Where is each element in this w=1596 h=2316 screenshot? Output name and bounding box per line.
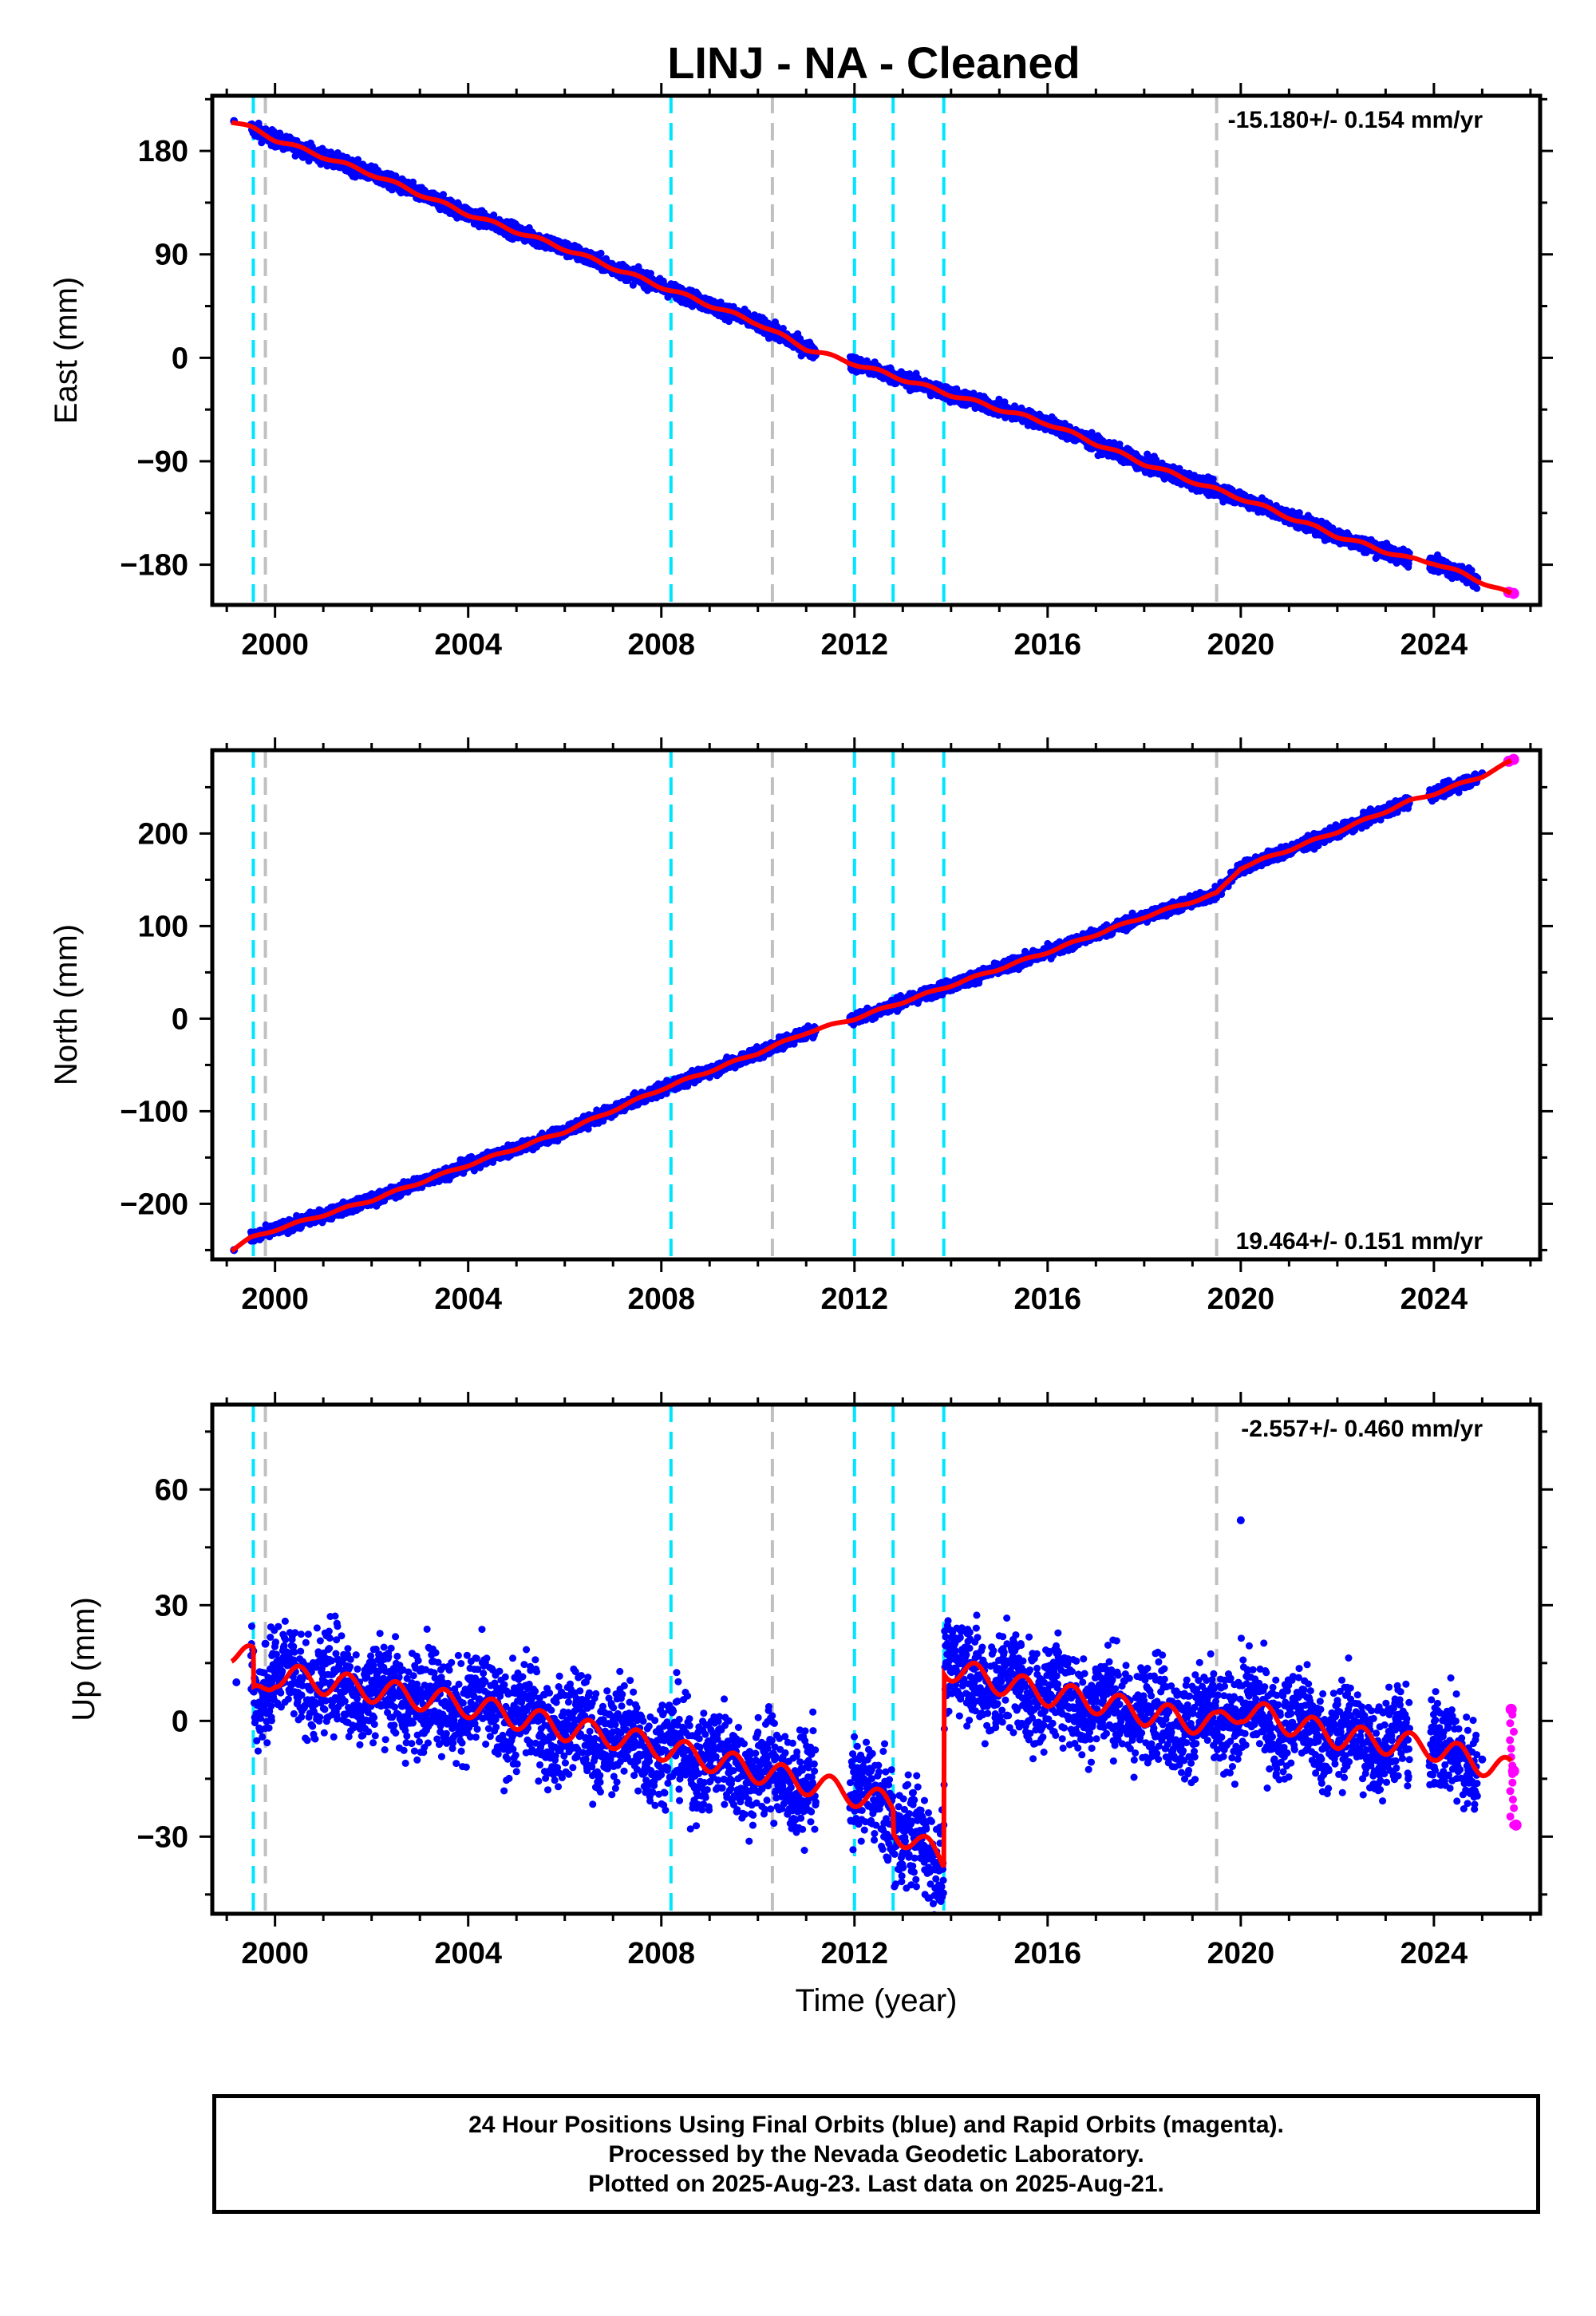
y-tick-label: 100: [138, 910, 188, 943]
x-tick-label: 2012: [820, 1937, 888, 1970]
x-tick-label: 2024: [1400, 1282, 1468, 1316]
y-axis-label: Up (mm): [66, 1597, 101, 1721]
final-orbit-point: [560, 1728, 569, 1737]
rapid-orbit-point: [1507, 1745, 1515, 1753]
y-tick-label: 0: [172, 1002, 188, 1036]
x-tick-label: 2016: [1014, 628, 1082, 662]
final-orbit-point: [1429, 566, 1438, 575]
plot-frame: [210, 1402, 1543, 1916]
rapid-orbit-point: [1510, 1804, 1519, 1812]
rapid-orbit-point: [1508, 1795, 1517, 1804]
x-tick-label: 2020: [1207, 1937, 1275, 1970]
x-axis-label: Time (year): [796, 1983, 958, 2018]
final-orbit-point: [1429, 1763, 1438, 1772]
final-orbit-point: [512, 1709, 521, 1717]
x-tick-label: 2008: [627, 1282, 695, 1316]
y-tick-label: 30: [155, 1589, 188, 1622]
rapid-orbit-point: [1506, 1719, 1515, 1728]
y-tick-label: 90: [155, 239, 188, 272]
final-orbit-point: [1236, 1516, 1245, 1524]
velocity-rate-label: 19.464+/- 0.151 mm/yr: [1236, 1228, 1483, 1255]
rapid-orbit-point: [1506, 1736, 1515, 1745]
x-tick-label: 2016: [1014, 1937, 1082, 1970]
rapid-orbit-point: [1506, 1812, 1515, 1821]
y-tick-label: 200: [138, 817, 188, 851]
x-tick-label: 2000: [241, 1937, 309, 1970]
x-tick-label: 2004: [434, 1937, 502, 1970]
x-tick-label: 2024: [1400, 1937, 1468, 1970]
rapid-orbit-point: [1509, 1727, 1518, 1736]
y-tick-label: 0: [172, 342, 188, 375]
y-tick-label: −30: [137, 1820, 188, 1854]
up-panel: 2000 2004 2008 2012 2016 2020 2024 −30 0 30 60 Up (…: [66, 1392, 1553, 2018]
final-orbit-point: [942, 1658, 950, 1667]
plot-frame: [210, 93, 1543, 607]
final-orbit-point: [1140, 1705, 1148, 1713]
x-tick-label: 2012: [820, 1282, 888, 1316]
rapid-orbit-point: [1506, 1787, 1515, 1796]
rapid-orbit-point: [1508, 1770, 1517, 1779]
x-tick-label: 2000: [241, 1282, 309, 1316]
final-orbit-point: [609, 1736, 618, 1745]
final-orbit-point: [1478, 1755, 1487, 1764]
final-orbit-point: [1333, 1728, 1341, 1737]
final-orbit-point: [899, 1863, 907, 1871]
model-fit-line: [230, 1643, 1514, 1868]
velocity-rate-label: -2.557+/- 0.460 mm/yr: [1241, 1416, 1483, 1442]
x-tick-label: 2008: [627, 628, 695, 662]
plot-area: [230, 1405, 1522, 1914]
x-tick-label: 2024: [1400, 628, 1468, 662]
final-orbit-point: [1092, 1690, 1100, 1698]
y-tick-label: 0: [172, 1705, 188, 1738]
rapid-orbit-point: [1508, 1761, 1517, 1770]
final-orbit-point: [464, 1705, 472, 1713]
final-orbit-point: [1261, 1717, 1270, 1725]
x-tick-label: 2020: [1207, 1282, 1275, 1316]
x-tick-label: 2000: [241, 628, 309, 662]
rapid-orbit-point: [1508, 1710, 1517, 1719]
y-tick-label: −180: [120, 549, 188, 583]
plot-frame: [210, 748, 1543, 1262]
model-fit-line: [231, 120, 1513, 595]
east-panel: 2000 2004 2008 2012 2016 2020 2024 −180 −90 0 90 18…: [49, 83, 1553, 662]
final-orbit-point: [416, 1686, 425, 1694]
final-orbit-point: [319, 1670, 328, 1679]
footer-line-orbits: 24 Hour Positions Using Final Orbits (bl…: [468, 2111, 1284, 2138]
rapid-orbit-point: [1508, 1778, 1517, 1787]
rapid-orbit-point: [1509, 1820, 1518, 1829]
plot-area: [230, 96, 1519, 605]
y-tick-label: −90: [137, 445, 188, 479]
y-tick-label: −100: [120, 1095, 188, 1128]
x-tick-label: 2016: [1014, 1282, 1082, 1316]
footer-line-plotted: Plotted on 2025-Aug-23. Last data on 202…: [588, 2170, 1164, 2197]
x-tick-label: 2008: [627, 1937, 695, 1970]
final-orbit-point: [261, 1639, 270, 1648]
model-fit-line: [230, 758, 1513, 1253]
final-orbit-point: [1188, 1709, 1197, 1717]
final-orbit-point: [232, 1678, 241, 1686]
final-orbit-daily-points: [247, 770, 1481, 1245]
x-tick-label: 2012: [820, 628, 888, 662]
x-tick-label: 2020: [1207, 628, 1275, 662]
x-tick-label: 2004: [434, 1282, 502, 1316]
final-orbit-point: [995, 1678, 1004, 1686]
y-tick-label: 60: [155, 1473, 188, 1507]
footer-info-box: 24 Hour Positions Using Final Orbits (bl…: [212, 2094, 1540, 2214]
y-tick-label: 180: [138, 135, 188, 168]
footer-line-processed: Processed by the Nevada Geodetic Laborat…: [608, 2140, 1144, 2168]
north-panel: 2000 2004 2008 2012 2016 2020 2024 −200 −100 0 100…: [49, 737, 1553, 1316]
figure-title: LINJ - NA - Cleaned: [667, 38, 1080, 88]
final-orbit-daily-points: [247, 1611, 1481, 1914]
y-axis-label: North (mm): [49, 924, 84, 1085]
plot-area: [230, 750, 1519, 1259]
y-axis-label: East (mm): [49, 277, 84, 424]
final-orbit-point: [657, 1748, 666, 1756]
velocity-rate-label: -15.180+/- 0.154 mm/yr: [1228, 107, 1483, 133]
final-orbit-point: [1381, 1736, 1390, 1745]
y-tick-label: −200: [120, 1188, 188, 1221]
x-tick-label: 2004: [434, 628, 502, 662]
